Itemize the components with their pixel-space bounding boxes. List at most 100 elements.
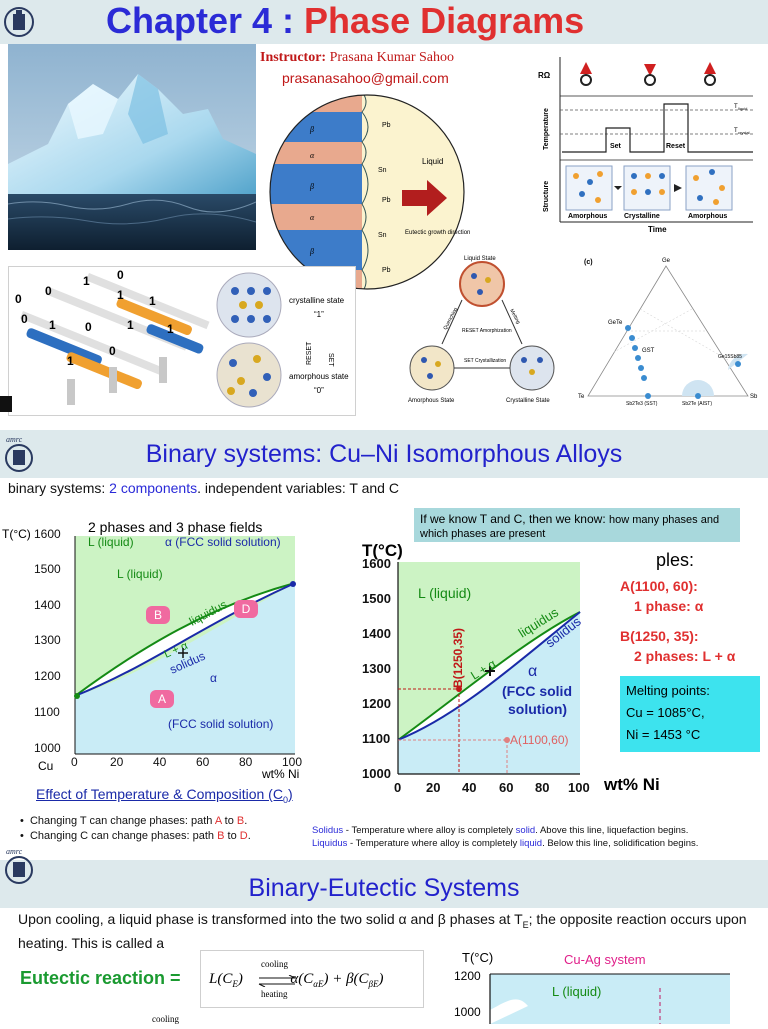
right-ytick: 1200 <box>362 696 391 711</box>
right-l-liquid: L (liquid) <box>418 585 471 601</box>
cuag-y1200: 1200 <box>454 969 481 983</box>
bullet-dot-icon: • <box>20 830 30 842</box>
eq-heating: heating <box>261 989 288 999</box>
left-ytick: 1400 <box>34 598 61 612</box>
bullet-2: • Changing C can change phases: path B t… <box>20 830 251 842</box>
right-ylabel: T(°C) <box>362 541 403 560</box>
cuag-y1000: 1000 <box>454 1005 481 1019</box>
amorphous-state-label: amorphous state <box>289 372 349 381</box>
left-l-liquid-top: L (liquid) <box>88 535 134 549</box>
bit-2: 1 <box>83 274 90 288</box>
left-yticks: 1600 1500 1400 1300 1200 1100 1000 <box>34 527 61 755</box>
svg-text:amrc: amrc <box>6 847 23 856</box>
slide2-title-band <box>0 430 768 478</box>
liquidus-word: liquid <box>519 838 543 849</box>
right-xticks: 0 20 40 60 80 100 <box>394 780 590 795</box>
point-b-marker: B <box>146 606 170 624</box>
beta-label-3: β <box>309 247 314 256</box>
bit-12: 1 <box>67 354 74 368</box>
bit-0: 0 <box>15 292 22 306</box>
eq-sub-ae: αE <box>313 979 324 989</box>
alpha-label-1: α <box>310 151 315 160</box>
right-xunit: wt% Ni <box>603 775 660 794</box>
pcm-t-liquid: T <box>734 104 738 110</box>
pcm-axis-time: Time <box>648 225 667 234</box>
effect-heading[interactable]: Effect of Temperature & Composition (C0) <box>36 786 293 805</box>
left-ytick: 1600 <box>34 527 61 541</box>
pcm-amorphous-1: Amorphous <box>568 213 607 220</box>
institute-logo-icon: amrc <box>4 434 34 472</box>
pcm-crystalline: Crystalline <box>624 213 660 220</box>
slide-1: Chapter 4 : Phase Diagrams Instructor: P… <box>0 0 768 420</box>
bullet2-end: . <box>247 830 251 842</box>
ternary-diagram: (c) Ge GeTe GST Te Sb Ge15Sb85 Sb2Te3 (S… <box>578 252 762 408</box>
eutectic-equation-box: L(CE) α(CαE) + β(CβE) cooling heating <box>200 950 424 1008</box>
bit-1: 0 <box>45 284 52 298</box>
info-box: If we know T and C, then we know: how ma… <box>414 508 740 542</box>
pcm-t-liquid-sub: liquid <box>738 106 747 111</box>
right-xtick: 40 <box>462 780 476 795</box>
solidus-word: solid <box>515 825 536 836</box>
solidus-term: Solidus <box>312 825 344 836</box>
eq-right: α(C <box>290 971 314 987</box>
right-a-label: A(1100,60) <box>510 733 568 747</box>
pcm-amorphous-2: Amorphous <box>688 213 727 220</box>
cu-ni-phase-diagram-left: 1600 1500 1400 1300 1200 1100 1000 0 20 … <box>0 516 310 786</box>
bit-5: 1 <box>149 294 156 308</box>
cooling-bottom: cooling <box>152 1014 179 1024</box>
info-box-rest: how many phases and which phases are pre… <box>420 514 720 540</box>
eq-sub-e: E <box>232 979 238 989</box>
left-alpha: α <box>210 671 217 685</box>
state-one-label: “1” <box>314 310 324 319</box>
slide-2: amrc Binary systems: Cu–Ni Isomorphous A… <box>0 420 768 856</box>
left-xtick: 100 <box>282 755 302 769</box>
right-fcc-1: (FCC solid <box>502 683 572 699</box>
eutectic-reaction-label: Eutectic reaction = <box>20 968 181 988</box>
ternary-ge: Ge <box>662 258 671 264</box>
slide1-title-band <box>0 0 768 44</box>
crystal-lattice-icon <box>231 287 271 323</box>
melting-cu: Cu = 1085°C, <box>626 705 705 720</box>
left-ytick: 1300 <box>34 633 61 647</box>
ternary-te: Te <box>578 394 585 400</box>
liquidus-definition: Liquidus - Temperature where alloy is co… <box>312 838 698 849</box>
left-ytick: 1100 <box>34 705 60 719</box>
right-ytick: 1300 <box>362 661 391 676</box>
alpha-label-2: α <box>310 213 315 222</box>
pcm-switching-diagram: RΩ Temperature Structure Time T liquid T… <box>538 52 760 234</box>
cuag-ylabel: T(°C) <box>462 950 493 965</box>
eq-mid: ) <box>237 971 243 987</box>
bit-4: 1 <box>117 288 124 302</box>
ternary-sb: Sb <box>750 394 758 400</box>
institute-logo-icon: amrc <box>4 846 34 884</box>
pb-label-2: Pb <box>382 197 391 204</box>
crystalline-state-cycle-label: Crystalline State <box>506 398 550 404</box>
state-zero-label: “0” <box>314 386 324 395</box>
quenching-label: Quenching <box>442 307 459 331</box>
slide-3: amrc Binary-Eutectic Systems Upon coolin… <box>0 846 768 1029</box>
reset-amorph-label: RESET Amorphization <box>462 328 512 334</box>
bullet-dot-icon: • <box>20 815 30 827</box>
point-a-marker: A <box>150 690 174 708</box>
bullet-1: • Changing T can change phases: path A t… <box>20 815 247 827</box>
melting-ni: Ni = 1453 °C <box>626 727 701 742</box>
effect-prefix: Effect of Temperature & Composition (C <box>36 786 283 802</box>
left-xtick: 80 <box>239 755 253 769</box>
intro-suffix: . independent variables: T and C <box>197 480 399 496</box>
pcm-axis-r: RΩ <box>538 71 551 80</box>
crystalline-state-label: crystalline state <box>289 296 345 305</box>
effect-suffix: ) <box>287 786 293 802</box>
slide2-intro: binary systems: 2 components. independen… <box>8 480 399 496</box>
pb-label-1: Pb <box>382 122 391 129</box>
melting-points-box: Melting points: Cu = 1085°C, Ni = 1453 °… <box>620 676 760 752</box>
left-alpha-fcc-top: α (FCC solid solution) <box>165 535 281 549</box>
slide3-body: Upon cooling, a liquid phase is transfor… <box>18 910 762 952</box>
left-xtick: 0 <box>71 755 78 769</box>
structure-lattices <box>565 165 733 211</box>
cycle-atoms <box>421 273 543 379</box>
bit-11: 0 <box>109 344 116 358</box>
examples-heading: ples: <box>656 550 695 570</box>
solidus-def-a: - Temperature where alloy is completely <box>343 825 516 836</box>
left-xtick: 60 <box>196 755 210 769</box>
right-ytick: 1600 <box>362 556 391 571</box>
